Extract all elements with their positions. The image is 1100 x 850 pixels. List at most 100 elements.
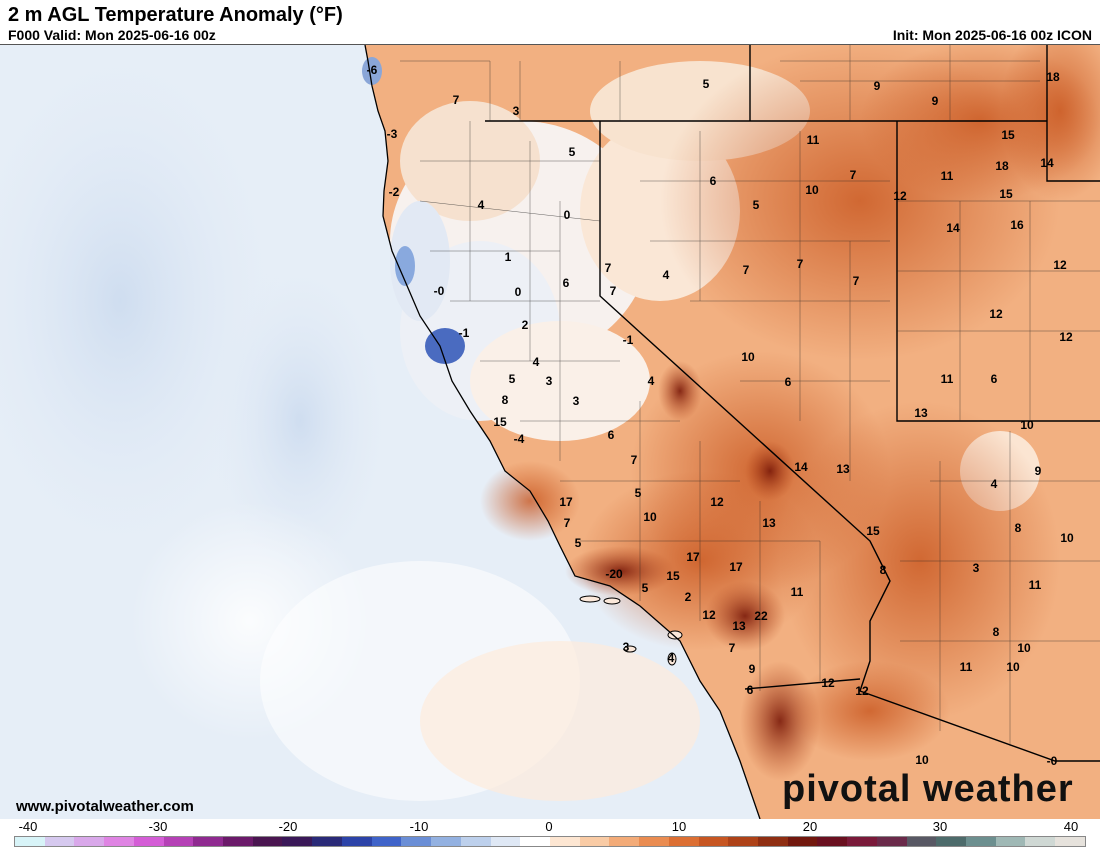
- anomaly-value-label: 8: [993, 625, 1000, 639]
- county-lines: [400, 45, 1100, 746]
- anomaly-value-label: 12: [702, 608, 716, 622]
- anomaly-value-label: 11: [960, 660, 973, 674]
- anomaly-value-label: 12: [821, 676, 835, 690]
- anomaly-value-label: 15: [493, 415, 507, 429]
- website-link[interactable]: www.pivotalweather.com: [16, 798, 194, 815]
- colorbar-swatch: [490, 837, 521, 846]
- anomaly-value-label: 6: [710, 174, 717, 188]
- colorbar-swatch: [460, 837, 491, 846]
- colorbar-swatch: [163, 837, 194, 846]
- anomaly-value-label: 5: [569, 145, 576, 159]
- anomaly-value-label: -20: [605, 567, 623, 581]
- anomaly-value-label: 9: [874, 79, 881, 93]
- anomaly-value-label: 8: [1015, 521, 1022, 535]
- colorbar-swatch: [609, 837, 640, 846]
- anomaly-value-label: 5: [703, 77, 710, 91]
- colorbar-swatch: [787, 837, 818, 846]
- anomaly-map[interactable]: -6 7 3 5 9 9 18 -3 5 11 15 11 18 14 7 6 5 10 12 15 -2 4 0 14 16 1…: [0, 44, 1100, 819]
- colorbar-swatch: [966, 837, 996, 846]
- colorbar-swatch: [817, 837, 848, 846]
- anomaly-value-label: 4: [991, 477, 998, 491]
- anomaly-value-label: 5: [509, 372, 516, 386]
- colorbar-swatch: [668, 837, 699, 846]
- colorbar-swatch: [371, 837, 402, 846]
- anomaly-value-label: 4: [663, 268, 670, 282]
- anomaly-value-label: 3: [573, 394, 580, 408]
- colorbar-swatch: [401, 837, 432, 846]
- colorbar: [14, 836, 1086, 847]
- anomaly-value-label: 11: [807, 133, 820, 147]
- channel-islands: [579, 595, 683, 666]
- anomaly-value-label: 7: [797, 257, 804, 271]
- anomaly-value-label: 17: [559, 495, 573, 509]
- anomaly-value-label: 9: [749, 662, 756, 676]
- colorbar-swatch: [1055, 837, 1085, 846]
- map-title: 2 m AGL Temperature Anomaly (°F): [8, 4, 343, 26]
- colorbar-tick-label: 20: [802, 819, 818, 834]
- anomaly-value-label: 7: [850, 168, 857, 182]
- anomaly-value-label: 12: [989, 307, 1003, 321]
- anomaly-value-label: 17: [729, 560, 743, 574]
- anomaly-value-label: 7: [743, 263, 750, 277]
- colorbar-swatch: [223, 837, 253, 846]
- anomaly-value-label: 10: [741, 350, 755, 364]
- anomaly-value-label: 3: [973, 561, 980, 575]
- anomaly-value-label: 11: [791, 585, 804, 599]
- colorbar-tick-label: 10: [671, 819, 687, 834]
- colorbar-swatch: [847, 837, 877, 846]
- anomaly-value-label: -1: [623, 333, 634, 347]
- colorbar-swatch: [698, 837, 729, 846]
- anomaly-value-label: 18: [1046, 70, 1060, 84]
- colorbar-tick-label: -40: [18, 819, 38, 834]
- anomaly-value-label: 10: [1017, 641, 1031, 655]
- anomaly-value-label: 3: [546, 374, 553, 388]
- anomaly-value-label: -0: [1047, 754, 1058, 768]
- anomaly-value-label: 1: [505, 250, 512, 264]
- anomaly-value-label: 7: [729, 641, 736, 655]
- anomaly-value-label: -2: [389, 185, 400, 199]
- anomaly-value-label: -4: [514, 432, 525, 446]
- colorbar-swatch: [549, 837, 580, 846]
- colorbar-swatch: [252, 837, 283, 846]
- anomaly-value-label: 13: [762, 516, 776, 530]
- anomaly-value-label: 9: [932, 94, 939, 108]
- anomaly-value-label: 8: [502, 393, 509, 407]
- colorbar-swatch: [431, 837, 461, 846]
- colorbar-swatch: [74, 837, 105, 846]
- anomaly-value-label: 10: [1060, 531, 1074, 545]
- anomaly-value-label: 4: [533, 355, 540, 369]
- anomaly-value-label: 18: [995, 159, 1009, 173]
- anomaly-value-label: 5: [575, 536, 582, 550]
- colorbar-swatch: [15, 837, 45, 846]
- brand-logo: pivotal weather: [782, 768, 1074, 810]
- anomaly-value-label: 12: [710, 495, 724, 509]
- anomaly-value-label: 22: [754, 609, 768, 623]
- anomaly-value-label: 10: [805, 183, 819, 197]
- anomaly-value-label: 17: [686, 550, 700, 564]
- colorbar-swatch: [639, 837, 669, 846]
- anomaly-value-label: 14: [1040, 156, 1054, 170]
- anomaly-value-label: 3: [513, 104, 520, 118]
- anomaly-value-label: 11: [941, 169, 954, 183]
- anomaly-value-label: 13: [914, 406, 928, 420]
- anomaly-value-label: 7: [605, 261, 612, 275]
- anomaly-value-label: 16: [1010, 218, 1024, 232]
- anomaly-value-label: 12: [855, 684, 869, 698]
- ocean-cool-patches: [0, 45, 700, 801]
- anomaly-value-label: 6: [608, 428, 615, 442]
- anomaly-value-label: 12: [893, 189, 907, 203]
- anomaly-value-label: -3: [387, 127, 398, 141]
- colorbar-tick-label: 30: [932, 819, 948, 834]
- anomaly-value-label: 0: [564, 208, 571, 222]
- anomaly-value-label: -6: [367, 63, 378, 77]
- colorbar-swatch: [104, 837, 134, 846]
- colorbar-tick-label: -20: [278, 819, 298, 834]
- colorbar-tick-label: 0: [545, 819, 553, 834]
- coastline: [364, 45, 761, 819]
- colorbar-swatch: [728, 837, 758, 846]
- anomaly-value-label: 4: [478, 198, 485, 212]
- colorbar-swatch: [44, 837, 75, 846]
- colorbar-swatch: [1025, 837, 1056, 846]
- anomaly-value-label: 14: [946, 221, 960, 235]
